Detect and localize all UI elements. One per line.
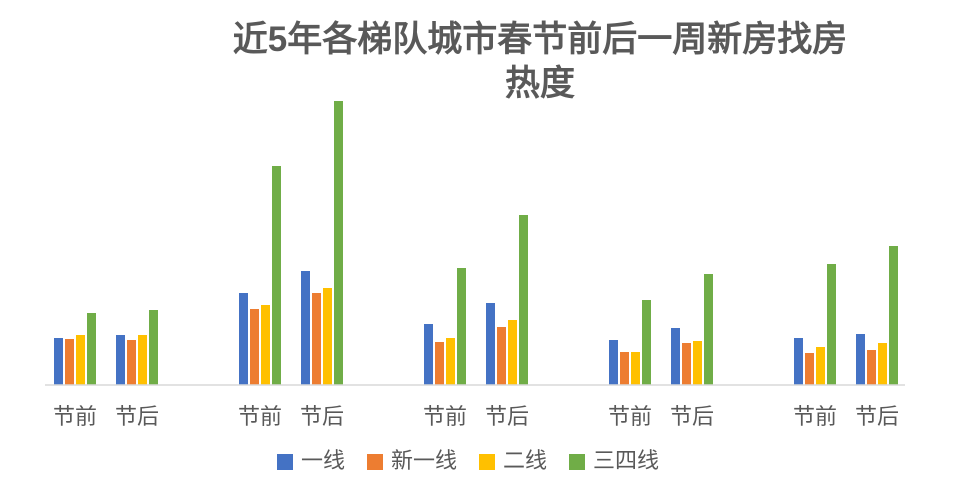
bar — [261, 305, 270, 385]
bar — [301, 271, 310, 385]
bar — [693, 341, 702, 385]
bar — [867, 350, 876, 385]
bar — [116, 335, 125, 385]
bar — [486, 303, 495, 385]
bar — [671, 328, 680, 385]
bar — [239, 293, 248, 385]
bar — [272, 166, 281, 385]
legend-label: 二线 — [503, 448, 547, 473]
bar — [424, 324, 433, 385]
bar — [446, 338, 455, 385]
x-tick-label: 节前 — [238, 404, 282, 429]
legend-label: 一线 — [301, 448, 345, 473]
bar — [54, 338, 63, 385]
legend-swatch — [569, 454, 585, 470]
bar — [704, 274, 713, 385]
bar — [519, 215, 528, 385]
x-tick-label: 节前 — [423, 404, 467, 429]
bar — [620, 352, 629, 385]
legend-swatch — [479, 454, 495, 470]
bar — [65, 339, 74, 385]
bar — [856, 334, 865, 385]
x-tick-label: 节前 — [53, 404, 97, 429]
bar — [827, 264, 836, 385]
bar — [816, 347, 825, 385]
x-tick-label: 节后 — [300, 404, 344, 429]
bar — [682, 343, 691, 385]
x-tick-label: 节前 — [793, 404, 837, 429]
bar — [508, 320, 517, 385]
legend-swatch — [277, 454, 293, 470]
bar — [794, 338, 803, 385]
legend-label: 新一线 — [391, 448, 457, 473]
bar — [76, 335, 85, 385]
bar — [87, 313, 96, 385]
x-tick-label: 节后 — [670, 404, 714, 429]
x-tick-label: 节后 — [485, 404, 529, 429]
bar — [250, 309, 259, 385]
chart-title: 近5年各梯队城市春节前后一周新房找房热度 — [232, 20, 848, 103]
legend-label: 三四线 — [593, 448, 659, 473]
bar — [609, 340, 618, 385]
bar — [334, 101, 343, 385]
bar — [889, 246, 898, 385]
bar — [149, 310, 158, 385]
bar — [127, 340, 136, 385]
bar — [457, 268, 466, 385]
bar — [631, 352, 640, 385]
x-tick-label: 节后 — [115, 404, 159, 429]
legend-swatch — [367, 454, 383, 470]
bar — [497, 327, 506, 385]
bar — [435, 342, 444, 385]
bar — [138, 335, 147, 385]
bar — [312, 293, 321, 385]
bar — [878, 343, 887, 385]
x-tick-label: 节前 — [608, 404, 652, 429]
bar — [805, 353, 814, 385]
bar — [323, 288, 332, 385]
x-tick-label: 节后 — [855, 404, 899, 429]
bar — [642, 300, 651, 385]
